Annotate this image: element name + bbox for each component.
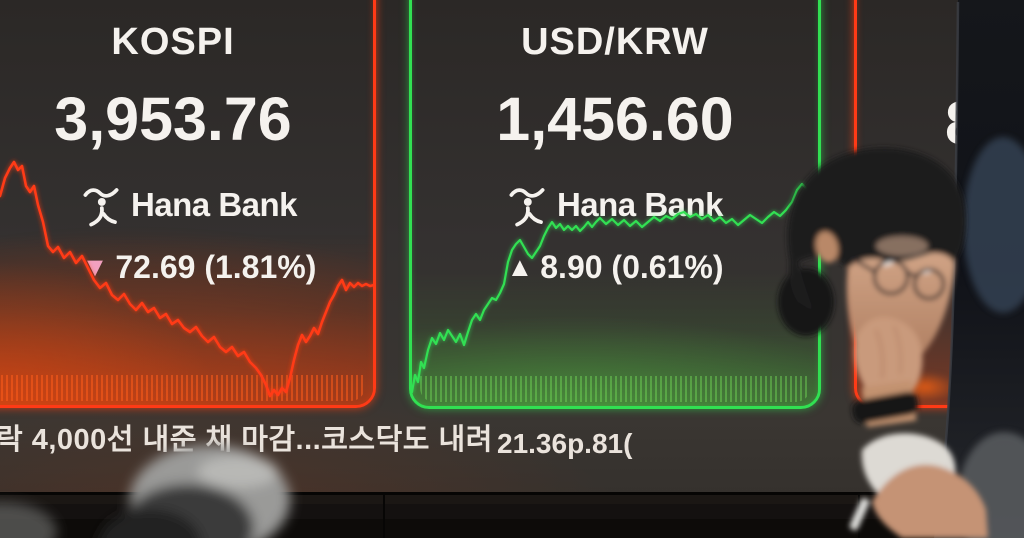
third-panel-glow: [857, 0, 1024, 405]
third-panel-partial: 8: [854, 0, 1024, 408]
ticker-kosdaq-figures: 21.36p.81(: [497, 428, 633, 459]
kospi-change-text: 72.69 (1.81%): [115, 249, 317, 285]
display-bottom-bezel: [0, 492, 1024, 538]
up-triangle-icon: ▲: [506, 251, 534, 282]
usdkrw-panel: USD/KRW 1,456.60 Hana Bank ▲ 8.90 (0.61%…: [409, 0, 821, 409]
screen-white-reflection: [946, 214, 961, 229]
usdkrw-brand-row: Hana Bank: [412, 181, 818, 227]
third-panel-partial-value: 8: [945, 89, 979, 157]
screen-orange-reflection: [893, 372, 957, 402]
ticker-headline-korean: 락 4,000선 내준 채 마감...코스닥도 내려: [0, 424, 493, 456]
bezel-seam: [858, 495, 860, 538]
bezel-seam: [383, 495, 385, 538]
hana-bank-logo-icon: [83, 188, 119, 227]
kospi-brand-label: Hana Bank: [130, 185, 298, 223]
kospi-brand-row: Hana Bank: [0, 181, 373, 227]
usdkrw-brand-label: Hana Bank: [556, 185, 724, 223]
kospi-panel: KOSPI 3,953.76 Hana Bank ▼ 72.69 (1.81%): [0, 0, 376, 408]
kospi-volume-bars: [0, 375, 365, 401]
usdkrw-title: USD/KRW: [521, 21, 709, 63]
kospi-change-row: ▼ 72.69 (1.81%): [0, 251, 373, 283]
usdkrw-change-text: 8.90 (0.61%): [540, 249, 724, 285]
down-triangle-icon: ▼: [81, 251, 109, 282]
usdkrw-volume-bars: [420, 376, 810, 402]
kospi-value: 3,953.76: [54, 85, 292, 153]
kospi-title: KOSPI: [111, 21, 235, 63]
usdkrw-value: 1,456.60: [496, 85, 734, 153]
hana-bank-logo-icon: [509, 188, 545, 227]
usdkrw-change-row: ▲ 8.90 (0.61%): [412, 251, 818, 283]
